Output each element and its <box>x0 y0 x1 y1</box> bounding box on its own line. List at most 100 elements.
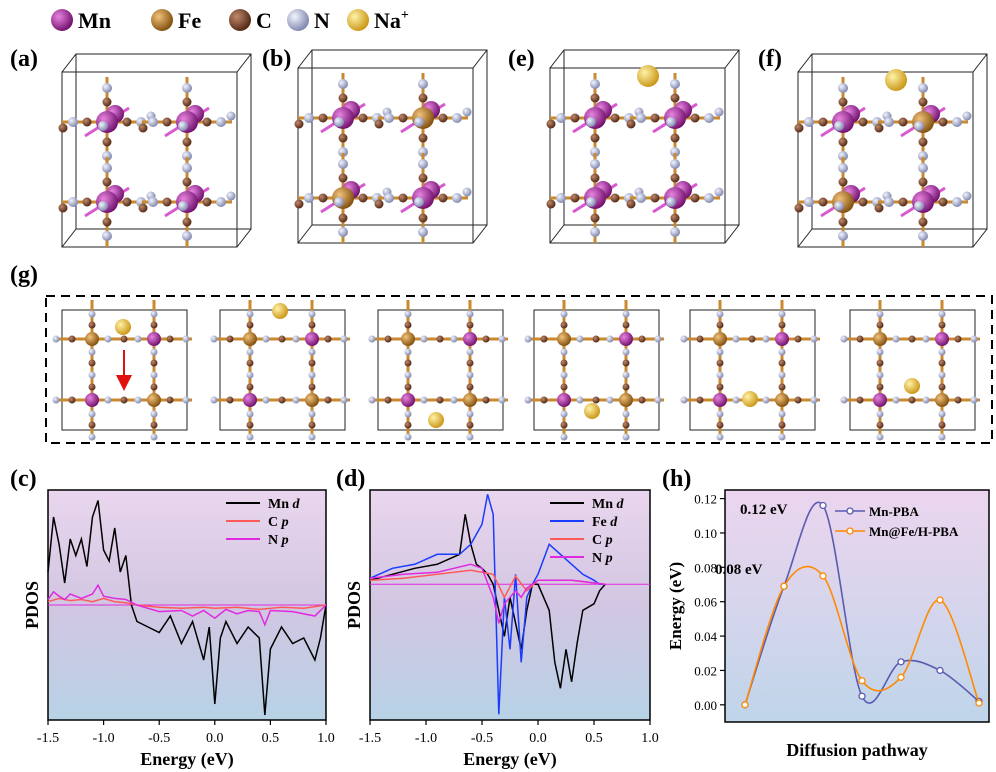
panel-label-g: (g) <box>10 262 38 288</box>
legend-item-mn: Mn <box>51 8 111 33</box>
legend-entry-c-p: C p <box>550 533 613 548</box>
x-axis-label: Energy (eV) <box>140 749 233 770</box>
legend-swatch-fe <box>151 9 173 31</box>
data-point <box>741 701 749 709</box>
legend-entry-mn-pba: Mn-PBA <box>835 504 919 519</box>
legend-label: N p <box>592 551 613 566</box>
x-tick-label: 0.0 <box>206 731 224 746</box>
legend-label: C p <box>592 533 613 548</box>
x-tick-label: -1.5 <box>37 731 59 746</box>
legend-label: Mn d <box>592 497 625 512</box>
series-line-n-p <box>47 583 327 627</box>
data-point <box>975 699 983 707</box>
y-tick-label: 0.04 <box>694 629 717 644</box>
diffusion-frame-1 <box>52 300 192 441</box>
x-tick-label: -1.5 <box>359 731 381 746</box>
sodium-ion-icon <box>742 391 758 407</box>
panel-label-b: (b) <box>262 46 291 72</box>
legend-item-fe: Fe <box>151 8 201 33</box>
y-axis-label: PDOS <box>22 581 42 629</box>
legend-entry-fe-d: Fe d <box>550 515 618 530</box>
legend-label-fe: Fe <box>178 8 201 33</box>
legend-entry-c-p: C p <box>226 515 289 530</box>
legend-label: Mn d <box>268 497 301 512</box>
panel-label-d: (d) <box>336 466 365 492</box>
x-tick-label: 0.5 <box>585 731 603 746</box>
x-tick-label: -1.0 <box>93 731 115 746</box>
sodium-ion-icon <box>428 412 444 428</box>
sodium-ion-icon <box>272 303 288 319</box>
diffusion-frame-4 <box>524 300 664 441</box>
x-tick-label: -0.5 <box>471 731 493 746</box>
y-tick-label: 0.12 <box>694 492 717 507</box>
legend-entry-mn@fe/h-pba: Mn@Fe/H-PBA <box>835 524 959 539</box>
pdos-chart-c: -1.5 -1.0 -0.5 0.0 0.5 1.0 Energy (eV) PDOS Mn d… <box>22 489 335 770</box>
x-axis-label: Diffusion pathway <box>786 740 928 760</box>
panel-label-h: (h) <box>662 466 691 492</box>
legend-label: N p <box>268 533 289 548</box>
x-tick-label: 1.0 <box>317 731 335 746</box>
diffusion-frame-6 <box>840 300 980 441</box>
data-point <box>819 501 827 510</box>
legend-label: Mn-PBA <box>869 504 919 519</box>
crystal-structure-b <box>294 49 488 244</box>
x-tick-label: -1.0 <box>415 731 437 746</box>
y-tick-label: 0.06 <box>694 595 717 610</box>
legend-item-c: C <box>229 8 272 33</box>
data-point <box>897 673 905 681</box>
legend-swatch-na <box>347 9 369 31</box>
legend-item-n: N <box>287 8 330 33</box>
diffusion-frames <box>52 300 980 441</box>
panel-label-e: (e) <box>508 46 535 72</box>
legend-entry-mn-d: Mn d <box>550 497 625 512</box>
x-axis-label: Energy (eV) <box>463 749 556 770</box>
y-tick-label: 0.08 <box>694 560 717 575</box>
series-line-mn-d <box>47 500 327 716</box>
sodium-ion-icon <box>904 378 920 394</box>
annotation-barrier-mn-pba: 0.12 eV <box>740 502 788 518</box>
crystal-structure-e <box>546 49 740 244</box>
panel-label-c: (c) <box>10 466 37 492</box>
diffusion-frame-border <box>45 295 993 444</box>
data-point <box>936 596 944 604</box>
sodium-ion-icon <box>115 319 131 335</box>
series-line-c-p <box>47 597 327 611</box>
x-tick-label: 1.0 <box>641 731 659 746</box>
series-line-fe-d <box>369 494 606 715</box>
legend-label-mn: Mn <box>78 8 111 33</box>
pdos-chart-d: -1.5 -1.0 -0.5 0.0 0.5 1.0 Energy (eV) PDOS Mn d… <box>344 489 659 770</box>
legend-swatch-c <box>229 9 251 31</box>
data-point <box>858 692 866 700</box>
panel-label-f: (f) <box>758 46 782 72</box>
sodium-ion-icon <box>584 403 600 419</box>
x-tick-label: 0.5 <box>262 731 280 746</box>
annotation-barrier-mn-fe-pba: 0.08 eV <box>715 562 763 578</box>
legend-entry-n-p: N p <box>226 533 289 548</box>
legend-swatch-mn <box>51 9 73 31</box>
x-tick-label: -0.5 <box>148 731 170 746</box>
legend-label: Fe d <box>592 515 618 530</box>
y-axis-label: Energy (eV) <box>666 562 685 650</box>
x-tick-label: 0.0 <box>529 731 547 746</box>
y-tick-label: 0.00 <box>694 698 717 713</box>
data-point <box>897 658 905 666</box>
panel-label-a: (a) <box>10 46 38 72</box>
legend-label-n: N <box>314 8 330 33</box>
legend-item-na: Na+ <box>347 8 409 33</box>
legend-swatch-n <box>287 9 309 31</box>
crystal-structure-f <box>794 53 988 248</box>
series-line-mn-d <box>369 514 606 689</box>
data-point <box>780 582 788 590</box>
legend-label-c: C <box>256 8 272 33</box>
data-point <box>819 572 827 580</box>
data-point <box>936 666 944 675</box>
energy-barrier-chart-h: 0.00 0.02 0.04 0.06 0.08 0.10 0.12 0.12 eV 0.08 … <box>666 489 990 760</box>
element-legend: Mn Fe C N Na+ <box>51 8 409 33</box>
y-tick-label: 0.10 <box>694 526 717 541</box>
legend-label: Mn@Fe/H-PBA <box>869 524 959 539</box>
data-point <box>858 677 866 685</box>
legend-label-na: Na+ <box>374 8 409 33</box>
diffusion-frame-5 <box>680 300 820 441</box>
y-axis-label: PDOS <box>344 581 364 629</box>
